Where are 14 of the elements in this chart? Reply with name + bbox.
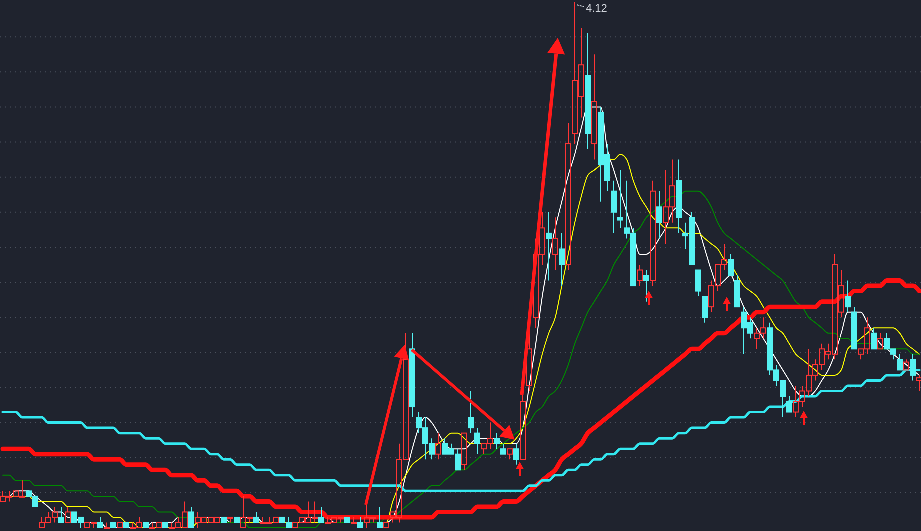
candlestick	[592, 54, 598, 160]
annotation: 4.12	[586, 3, 608, 15]
candlestick	[845, 280, 851, 313]
candlestick	[585, 33, 591, 150]
candlestick	[474, 428, 480, 455]
candlestick	[676, 159, 682, 234]
candlestick	[656, 190, 662, 240]
candlestick	[410, 332, 416, 418]
candlestick	[546, 212, 552, 282]
candlestick	[559, 232, 565, 287]
candlestick	[566, 122, 572, 271]
candlestick	[611, 180, 617, 234]
candlestick	[468, 390, 474, 434]
candlestick	[552, 217, 558, 271]
